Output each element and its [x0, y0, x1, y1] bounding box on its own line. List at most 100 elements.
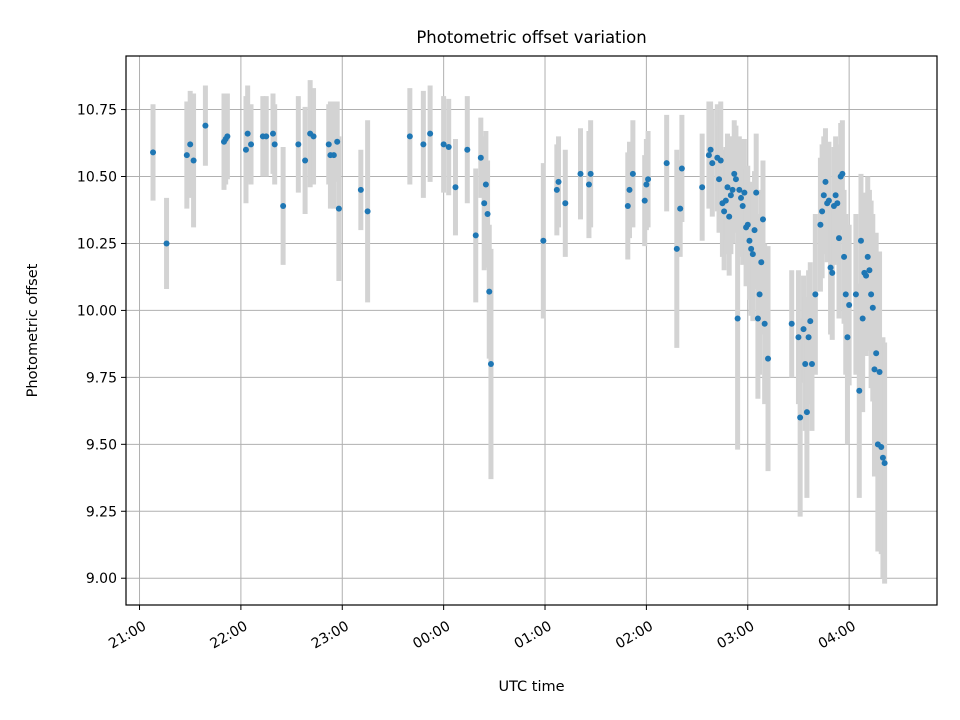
data-point [302, 157, 309, 164]
data-point [732, 176, 739, 183]
data-point [269, 130, 276, 137]
data-point [677, 205, 684, 212]
data-point [325, 141, 332, 148]
data-point [445, 144, 452, 151]
data-point [427, 130, 434, 137]
data-point [753, 189, 760, 196]
data-point [555, 178, 562, 185]
data-point [873, 350, 880, 357]
data-point [242, 146, 249, 153]
data-point [808, 360, 815, 367]
data-point [741, 189, 748, 196]
data-point [758, 259, 765, 266]
data-point [645, 176, 652, 183]
data-point [487, 360, 494, 367]
data-point [486, 288, 493, 295]
data-point [748, 245, 755, 252]
y-tick-label: 10.50 [77, 170, 117, 186]
data-point [295, 141, 302, 148]
data-point [834, 200, 841, 207]
chart-title: Photometric offset variation [416, 28, 646, 47]
data-point [746, 237, 753, 244]
y-tick-label: 9.00 [86, 571, 117, 587]
data-point [553, 186, 560, 193]
data-point [736, 186, 743, 193]
data-point [857, 237, 864, 244]
y-tick-label: 10.75 [77, 103, 117, 119]
data-point [641, 197, 648, 204]
data-point [868, 291, 875, 298]
data-point [330, 152, 337, 159]
data-point [852, 291, 859, 298]
data-point [881, 460, 888, 467]
data-point [756, 291, 763, 298]
data-point [829, 269, 836, 276]
x-tick-label: 00:00 [410, 618, 453, 652]
x-tick-label: 01:00 [512, 618, 555, 652]
data-point [817, 221, 824, 228]
data-point [734, 315, 741, 322]
data-point [729, 186, 736, 193]
data-point [800, 326, 807, 333]
data-point [481, 200, 488, 207]
data-point [585, 181, 592, 188]
data-point [876, 369, 883, 376]
data-point [797, 414, 804, 421]
data-point [420, 141, 427, 148]
data-point [856, 387, 863, 394]
data-point [827, 264, 834, 271]
data-point [866, 267, 873, 274]
data-point [643, 181, 650, 188]
y-tick-label: 10.00 [77, 303, 117, 319]
data-point [626, 186, 633, 193]
data-point [842, 291, 849, 298]
data-point [244, 130, 251, 137]
data-point [587, 170, 594, 177]
data-point [765, 355, 772, 362]
data-point [846, 302, 853, 309]
data-point [673, 245, 680, 252]
data-point [749, 251, 756, 258]
data-point [709, 160, 716, 167]
data-point [334, 138, 341, 145]
data-point [859, 315, 866, 322]
data-point [707, 146, 714, 153]
data-point [452, 184, 459, 191]
data-point [472, 232, 479, 239]
data-point [759, 216, 766, 223]
data-point [731, 170, 738, 177]
data-point [803, 409, 810, 416]
data-point [406, 133, 413, 140]
data-point [825, 197, 832, 204]
data-point [280, 202, 287, 209]
data-markers [150, 122, 888, 467]
data-point [163, 240, 170, 247]
data-point [832, 192, 839, 199]
y-axis-ticks: 9.00 9.25 9.50 9.75 10.00 10.25 10.50 10.75 [77, 103, 126, 587]
data-point [864, 253, 871, 260]
x-tick-label: 04:00 [816, 618, 859, 652]
plot-frame [125, 55, 938, 606]
data-point [183, 152, 190, 159]
y-tick-label: 10.25 [77, 236, 117, 252]
data-point [805, 334, 812, 341]
y-tick-label: 9.75 [86, 370, 117, 386]
data-point [841, 253, 848, 260]
data-point [699, 184, 706, 191]
data-point [878, 443, 885, 450]
data-point [187, 141, 194, 148]
y-tick-label: 9.25 [86, 504, 117, 520]
data-point [482, 181, 489, 188]
data-point [717, 157, 724, 164]
data-point [248, 141, 255, 148]
data-point [812, 291, 819, 298]
x-tick-label: 23:00 [309, 618, 352, 652]
data-point [224, 133, 231, 140]
data-point [761, 320, 768, 327]
data-point [716, 176, 723, 183]
data-point [705, 152, 712, 159]
data-point [871, 366, 878, 373]
data-point [738, 194, 745, 201]
x-tick-label: 22:00 [208, 618, 251, 652]
